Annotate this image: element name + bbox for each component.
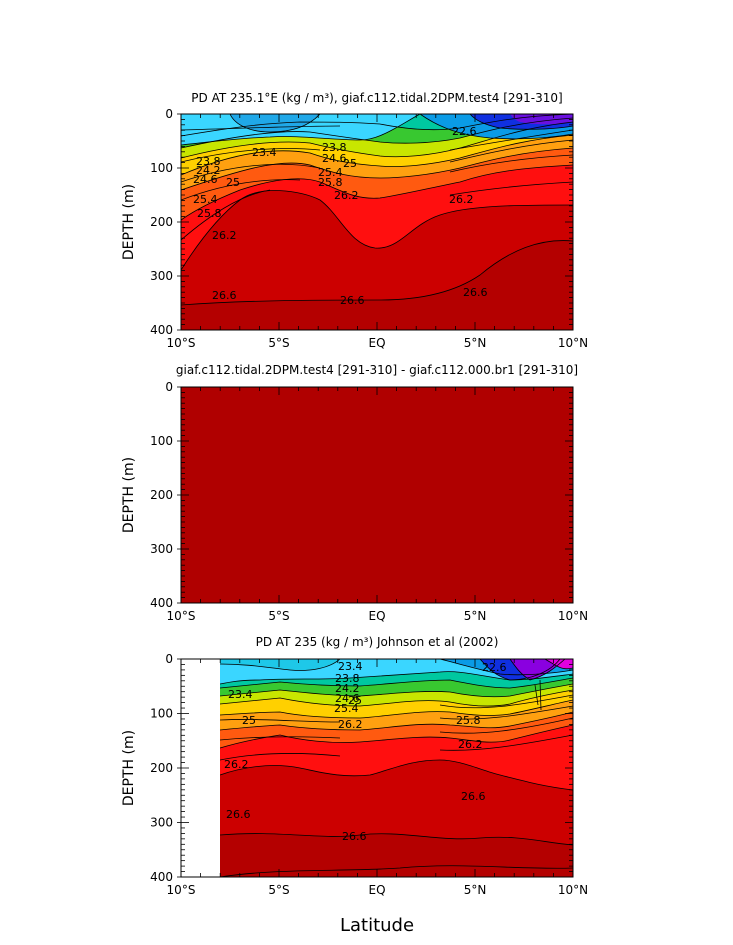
y-tick-label: 0 xyxy=(165,380,173,394)
y-tick-label: 200 xyxy=(150,488,173,502)
contour-label: 26.2 xyxy=(212,229,237,242)
contour-label: 24.6 xyxy=(335,692,360,705)
panel-1-field xyxy=(181,114,573,330)
contour-label: 26.6 xyxy=(463,286,488,299)
contour-label: 25.8 xyxy=(456,714,481,727)
y-axis-label: DEPTH (m) xyxy=(121,457,137,533)
contour-label: 25.4 xyxy=(334,702,359,715)
y-tick-label: 100 xyxy=(150,434,173,448)
panel-3: PD AT 235 (kg / m³) Johnson et al (2002) xyxy=(121,635,588,897)
panel-1: PD AT 235.1°E (kg / m³), giaf.c112.tidal… xyxy=(121,91,588,350)
contour-label: 26.6 xyxy=(342,830,367,843)
contour-label: 25 xyxy=(242,714,256,727)
panel-2-uniform-fill xyxy=(181,387,573,603)
y-tick-label: 400 xyxy=(150,596,173,610)
contour-label: 22.6 xyxy=(452,125,477,138)
panel-3-title: PD AT 235 (kg / m³) Johnson et al (2002) xyxy=(256,635,499,649)
contour-label: 25.8 xyxy=(197,207,222,220)
x-tick-label: 5°S xyxy=(268,336,289,350)
contour-label: 22.6 xyxy=(482,661,507,674)
contour-label: 26.2 xyxy=(338,718,363,731)
panel-1-contour-labels: 22.6 23.4 23.8 23.8 24.2 24.6 24.6 25 25… xyxy=(193,125,488,307)
contour-label: 23.8 xyxy=(196,155,221,168)
y-tick-label: 200 xyxy=(150,215,173,229)
x-tick-label: 10°S xyxy=(167,336,196,350)
contour-label: 24.6 xyxy=(322,152,347,165)
contour-label: 24.2 xyxy=(335,682,360,695)
x-tick-label: 10°N xyxy=(558,336,588,350)
panel-1-title: PD AT 235.1°E (kg / m³), giaf.c112.tidal… xyxy=(191,91,562,105)
contour-label: 23.4 xyxy=(338,660,363,673)
panel-1-contours xyxy=(181,114,573,306)
contour-label: 25.4 xyxy=(318,166,343,179)
y-tick-label: 300 xyxy=(150,269,173,283)
x-tick-label: 10°S xyxy=(167,609,196,623)
contour-label: 24.6 xyxy=(193,173,218,186)
y-axis-label: DEPTH (m) xyxy=(121,184,137,260)
x-axis-label: Latitude xyxy=(340,915,414,936)
y-tick-label: 300 xyxy=(150,542,173,556)
y-tick-label: 300 xyxy=(150,816,173,830)
panel-3-contour-labels: 22.6 23.4 23.4 23.8 24.2 24.6 25 25 25.4… xyxy=(224,660,507,843)
y-tick-label: 0 xyxy=(165,107,173,121)
x-tick-label: 5°N xyxy=(464,336,487,350)
panel-2-field xyxy=(181,387,573,603)
contour-label: 26.2 xyxy=(449,193,474,206)
x-tick-label: 5°S xyxy=(268,609,289,623)
contour-label: 24.2 xyxy=(196,164,221,177)
x-tick-label: 10°S xyxy=(167,883,196,897)
y-tick-label: 100 xyxy=(150,161,173,175)
contour-label: 26.2 xyxy=(458,738,483,751)
contour-label: 25 xyxy=(226,176,240,189)
contour-label: 26.2 xyxy=(334,189,359,202)
x-tick-label: EQ xyxy=(368,883,385,897)
panel-2-title: giaf.c112.tidal.2DPM.test4 [291-310] - g… xyxy=(176,363,578,377)
x-tick-label: 5°N xyxy=(464,609,487,623)
panel-1-band-21.8 xyxy=(510,114,573,125)
panel-2-axes: 10°S 5°S EQ 5°N 10°N 0 100 200 300 400 DEPTH (m) xyxy=(121,380,588,623)
contour-label: 23.4 xyxy=(228,688,253,701)
contour-label: 25 xyxy=(343,157,357,170)
contour-label: 25.4 xyxy=(193,193,218,206)
contour-label: 26.6 xyxy=(461,790,486,803)
y-tick-label: 400 xyxy=(150,870,173,884)
contour-label: 23.8 xyxy=(335,672,360,685)
contour-label: 26.6 xyxy=(226,808,251,821)
panel-1-axes: 10°S 5°S EQ 5°N 10°N 0 100 200 300 400 DEPTH (m) xyxy=(121,107,588,350)
x-tick-label: EQ xyxy=(368,609,385,623)
panel-3-band-23.4 xyxy=(220,659,340,671)
y-tick-label: 100 xyxy=(150,707,173,721)
contour-label: 26.2 xyxy=(224,758,249,771)
x-tick-label: 5°S xyxy=(268,883,289,897)
contour-label: 26.6 xyxy=(212,289,237,302)
contour-label: 23.8 xyxy=(322,141,347,154)
panel-3-field xyxy=(219,659,573,877)
x-tick-label: 5°N xyxy=(464,883,487,897)
y-axis-label: DEPTH (m) xyxy=(121,730,137,806)
contour-label: 25.8 xyxy=(318,176,343,189)
contour-label: 23.4 xyxy=(252,146,277,159)
panel-3-contours xyxy=(219,659,573,877)
x-tick-label: 10°N xyxy=(558,609,588,623)
x-tick-label: EQ xyxy=(368,336,385,350)
panel-3-axes: 10°S 5°S EQ 5°N 10°N 0 100 200 300 400 DEPTH (m) xyxy=(121,652,588,897)
contour-label: 25 xyxy=(348,694,362,707)
y-tick-label: 200 xyxy=(150,761,173,775)
contour-label: 26.6 xyxy=(340,294,365,307)
y-tick-label: 0 xyxy=(165,652,173,666)
panel-2: giaf.c112.tidal.2DPM.test4 [291-310] - g… xyxy=(121,363,588,623)
y-tick-label: 400 xyxy=(150,323,173,337)
x-tick-label: 10°N xyxy=(558,883,588,897)
